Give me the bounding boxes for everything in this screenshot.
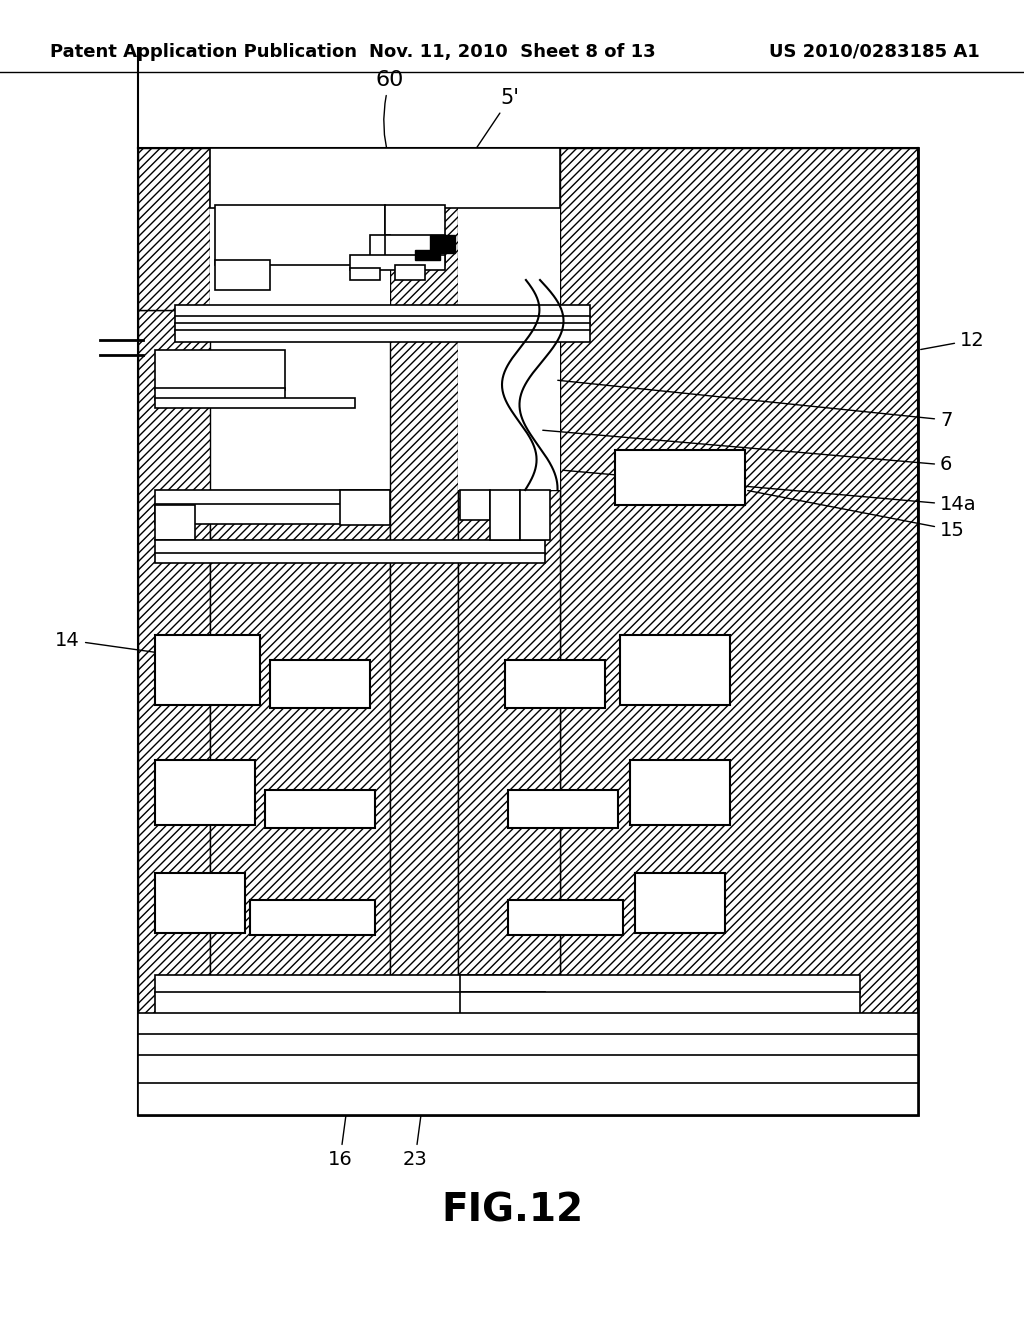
Text: 14a: 14a xyxy=(563,470,977,515)
Bar xyxy=(155,350,285,389)
Bar xyxy=(138,310,210,1115)
Bar xyxy=(155,540,545,554)
Bar xyxy=(138,1082,918,1115)
Bar xyxy=(630,760,730,825)
Bar xyxy=(155,635,260,705)
Bar xyxy=(615,450,745,506)
Bar xyxy=(270,660,370,708)
Bar xyxy=(395,265,425,280)
Bar xyxy=(520,490,550,540)
Bar xyxy=(370,235,390,260)
Text: 15: 15 xyxy=(748,491,965,540)
Bar xyxy=(210,490,390,1115)
Bar xyxy=(635,873,725,933)
Text: US 2010/0283185 A1: US 2010/0283185 A1 xyxy=(769,44,980,61)
Bar xyxy=(460,490,490,520)
Bar xyxy=(505,660,605,708)
Bar xyxy=(155,506,195,540)
Bar xyxy=(138,1012,918,1035)
Bar xyxy=(458,148,560,490)
Bar xyxy=(155,504,390,524)
Bar xyxy=(350,255,445,271)
Bar xyxy=(215,205,385,265)
Text: 5': 5' xyxy=(457,88,519,178)
Bar xyxy=(155,760,255,825)
Bar xyxy=(138,148,918,1115)
Text: 12: 12 xyxy=(921,330,985,350)
Bar xyxy=(265,789,375,828)
Bar xyxy=(415,249,440,260)
Bar xyxy=(138,1034,918,1056)
Text: 6: 6 xyxy=(543,430,952,474)
Bar xyxy=(155,399,355,408)
Bar xyxy=(385,205,445,240)
Bar xyxy=(620,635,730,705)
Bar xyxy=(138,1055,918,1085)
Bar xyxy=(155,490,390,506)
Bar xyxy=(155,993,545,1014)
Text: Patent Application Publication: Patent Application Publication xyxy=(50,44,357,61)
Bar xyxy=(430,235,455,253)
Bar xyxy=(155,553,545,564)
Bar xyxy=(250,900,375,935)
Bar xyxy=(175,330,590,342)
Bar xyxy=(490,490,520,540)
Bar xyxy=(458,490,560,1115)
Bar xyxy=(138,148,210,310)
Bar xyxy=(390,148,458,1115)
Bar xyxy=(155,975,545,993)
Bar xyxy=(508,900,623,935)
Text: 14: 14 xyxy=(55,631,207,660)
Text: FIG.12: FIG.12 xyxy=(441,1191,583,1229)
Bar xyxy=(155,388,285,400)
Bar xyxy=(210,148,560,209)
Bar xyxy=(210,148,390,310)
Bar xyxy=(385,235,445,265)
Bar xyxy=(215,260,270,290)
Text: 23: 23 xyxy=(402,1088,427,1170)
Bar xyxy=(460,975,860,993)
Bar xyxy=(460,993,860,1014)
Text: Nov. 11, 2010  Sheet 8 of 13: Nov. 11, 2010 Sheet 8 of 13 xyxy=(369,44,655,61)
Text: 16: 16 xyxy=(328,1088,352,1170)
Text: 7: 7 xyxy=(558,380,952,429)
Bar xyxy=(560,148,918,1115)
Bar xyxy=(175,315,590,323)
Bar xyxy=(155,873,245,933)
Bar xyxy=(350,268,380,280)
Bar xyxy=(340,490,390,525)
Bar xyxy=(175,305,590,317)
Bar xyxy=(175,323,590,331)
Bar xyxy=(508,789,618,828)
Text: 60: 60 xyxy=(376,70,404,158)
